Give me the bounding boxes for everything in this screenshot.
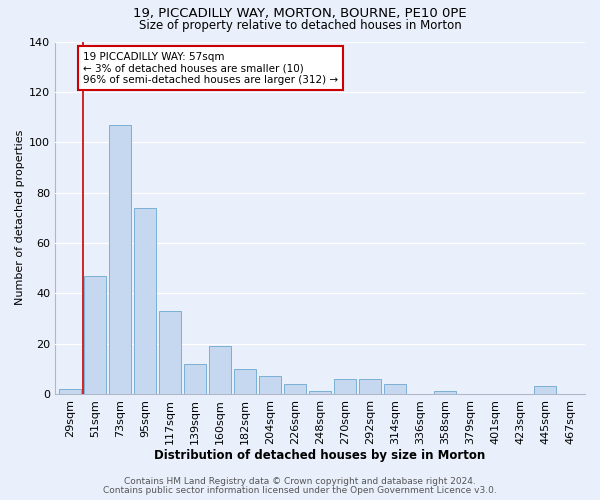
Bar <box>134 208 157 394</box>
Y-axis label: Number of detached properties: Number of detached properties <box>15 130 25 306</box>
Text: Contains HM Land Registry data © Crown copyright and database right 2024.: Contains HM Land Registry data © Crown c… <box>124 477 476 486</box>
Bar <box>334 379 356 394</box>
Text: 19, PICCADILLY WAY, MORTON, BOURNE, PE10 0PE: 19, PICCADILLY WAY, MORTON, BOURNE, PE10… <box>133 8 467 20</box>
Bar <box>84 276 106 394</box>
Bar <box>434 392 456 394</box>
Bar <box>309 392 331 394</box>
X-axis label: Distribution of detached houses by size in Morton: Distribution of detached houses by size … <box>154 450 486 462</box>
Bar <box>184 364 206 394</box>
Bar <box>284 384 307 394</box>
Text: 19 PICCADILLY WAY: 57sqm
← 3% of detached houses are smaller (10)
96% of semi-de: 19 PICCADILLY WAY: 57sqm ← 3% of detache… <box>83 52 338 85</box>
Bar <box>259 376 281 394</box>
Bar <box>234 369 256 394</box>
Bar <box>359 379 382 394</box>
Bar <box>209 346 232 394</box>
Bar <box>159 311 181 394</box>
Text: Contains public sector information licensed under the Open Government Licence v3: Contains public sector information licen… <box>103 486 497 495</box>
Bar <box>534 386 556 394</box>
Text: Size of property relative to detached houses in Morton: Size of property relative to detached ho… <box>139 19 461 32</box>
Bar <box>384 384 406 394</box>
Bar <box>109 124 131 394</box>
Bar <box>59 389 82 394</box>
